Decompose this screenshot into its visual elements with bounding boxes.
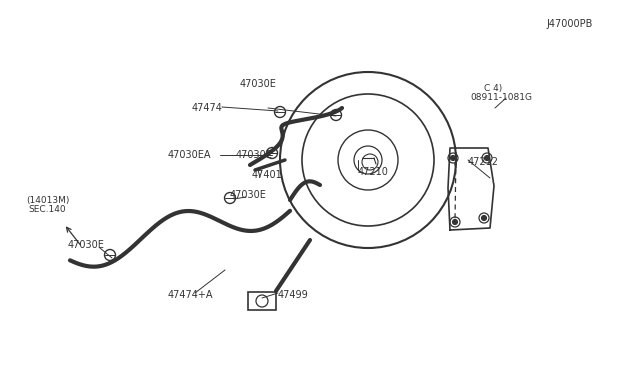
Text: 47030E: 47030E xyxy=(68,240,105,250)
Text: 47474: 47474 xyxy=(192,103,223,113)
Circle shape xyxy=(484,155,490,160)
Text: 47030E: 47030E xyxy=(236,150,273,160)
Text: 47212: 47212 xyxy=(468,157,499,167)
Circle shape xyxy=(481,215,486,221)
Text: 47030E: 47030E xyxy=(240,79,277,89)
Text: J47000PB: J47000PB xyxy=(546,19,593,29)
Circle shape xyxy=(452,219,458,224)
Text: 47030EA: 47030EA xyxy=(168,150,211,160)
Text: (14013M): (14013M) xyxy=(26,196,69,205)
Circle shape xyxy=(451,155,456,160)
Text: C 4): C 4) xyxy=(484,83,502,93)
Text: 08911-1081G: 08911-1081G xyxy=(470,93,532,103)
Text: 47401: 47401 xyxy=(252,170,283,180)
Text: 47474+A: 47474+A xyxy=(168,290,214,300)
Text: SEC.140: SEC.140 xyxy=(28,205,66,215)
Text: 47210: 47210 xyxy=(358,167,389,177)
Text: 47499: 47499 xyxy=(278,290,308,300)
Bar xyxy=(248,292,276,310)
Text: 47030E: 47030E xyxy=(230,190,267,200)
